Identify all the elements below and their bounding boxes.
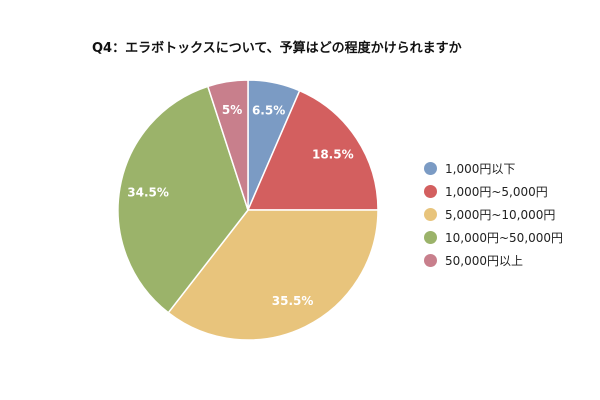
legend-item-2: 1,000円~5,000円 <box>424 180 563 203</box>
legend-item-1: 1,000円以下 <box>424 157 563 180</box>
legend-label-2: 1,000円~5,000円 <box>445 185 548 199</box>
legend-swatch-5 <box>424 254 437 267</box>
legend-swatch-2 <box>424 185 437 198</box>
legend-label-3: 5,000円~10,000円 <box>445 208 556 222</box>
legend-item-3: 5,000円~10,000円 <box>424 203 563 226</box>
pie-slice-4 <box>117 85 249 314</box>
pie-slice-2 <box>246 89 379 211</box>
slice-label-5: 5% <box>222 103 242 117</box>
legend-swatch-3 <box>424 208 437 221</box>
legend-item-5: 50,000円以上 <box>424 249 563 272</box>
legend: 1,000円以下 1,000円~5,000円 5,000円~10,000円 10,00… <box>424 157 563 272</box>
legend-label-4: 10,000円~50,000円 <box>445 231 564 245</box>
pie-slice-3 <box>167 209 379 341</box>
legend-label-5: 50,000円以上 <box>445 254 523 268</box>
legend-swatch-4 <box>424 231 437 244</box>
slice-label-2: 18.5% <box>312 147 354 161</box>
legend-swatch-1 <box>424 162 437 175</box>
pie-slice-5 <box>206 79 249 211</box>
chart-title: Q4：エラボトックスについて、予算はどの程度かけられますか <box>92 41 462 56</box>
slice-label-1: 6.5% <box>252 104 285 118</box>
legend-item-4: 10,000円~50,000円 <box>424 226 563 249</box>
slice-label-4: 34.5% <box>127 186 169 200</box>
slice-label-3: 35.5% <box>272 294 314 308</box>
legend-label-1: 1,000円以下 <box>445 162 516 176</box>
